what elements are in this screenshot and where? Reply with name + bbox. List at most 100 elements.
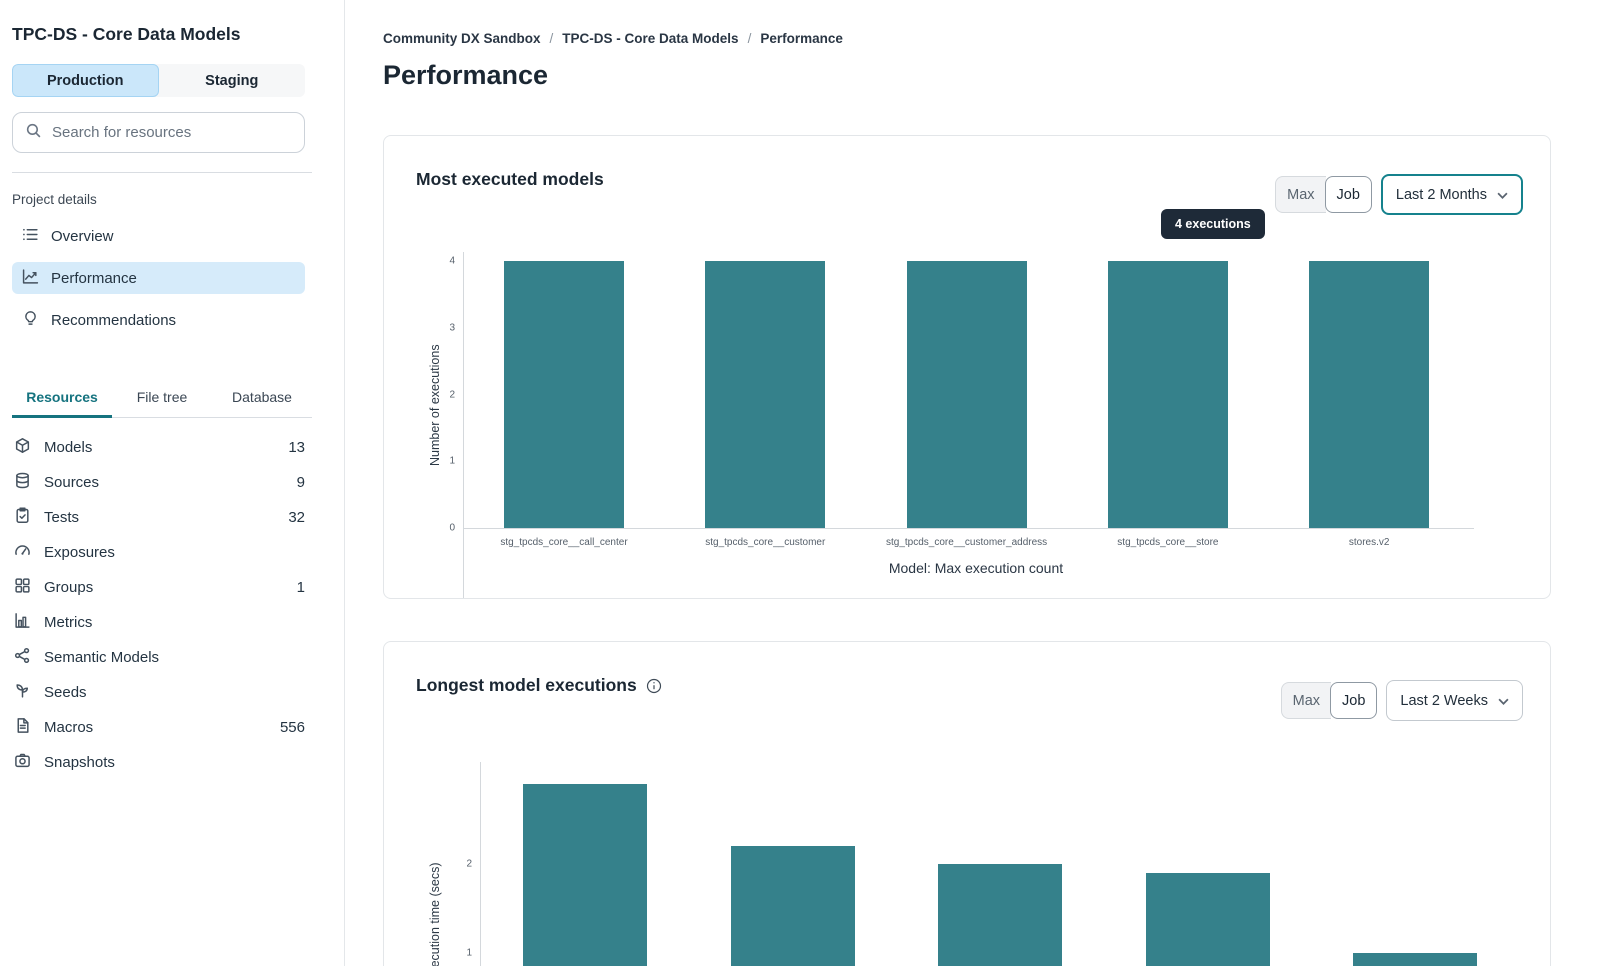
project-title: TPC-DS - Core Data Models <box>12 24 241 44</box>
y-tick-label: 4 <box>449 255 455 267</box>
breadcrumb-item[interactable]: TPC-DS - Core Data Models <box>562 31 739 46</box>
graph-icon <box>14 647 31 668</box>
job-toggle-button[interactable]: Job <box>1324 176 1372 213</box>
card-title: Most executed models <box>416 169 604 189</box>
x-tick-label: stg_tpcds_core__store <box>1117 537 1219 548</box>
resource-row-sources[interactable]: Sources 9 <box>12 465 305 500</box>
project-details-label: Project details <box>12 192 97 207</box>
resource-row-macros[interactable]: Macros 556 <box>12 710 305 745</box>
longest-model-executions-card: Longest model executions Max Job Last 2 W… <box>383 641 1551 966</box>
resource-tabs: Resources File tree Database <box>12 378 312 418</box>
bar <box>705 261 826 528</box>
breadcrumb-separator: / <box>747 31 752 46</box>
resource-list: Models 13 Sources 9 Tests 32 Exposures Groups 1 M… <box>12 430 305 780</box>
resource-row-semantic-models[interactable]: Semantic Models <box>12 640 305 675</box>
resource-row-snapshots[interactable]: Snapshots <box>12 745 305 780</box>
search-box[interactable] <box>12 112 305 153</box>
chevron-down-icon <box>1497 187 1508 203</box>
resource-count: 13 <box>288 439 305 456</box>
chart-controls: Max Job Last 2 Weeks <box>1280 680 1523 721</box>
resource-count: 556 <box>279 719 305 736</box>
max-toggle-button[interactable]: Max <box>1280 682 1332 719</box>
x-tick-label: stg_tpcds_core__customer <box>705 537 826 548</box>
job-toggle-button[interactable]: Job <box>1330 682 1378 719</box>
most-executed-models-card: Most executed models Max Job Last 2 Month… <box>383 135 1551 599</box>
y-tick-label: 2 <box>466 858 472 870</box>
sidebar: TPC-DS - Core Data Models Production Stag… <box>0 0 345 966</box>
sidebar-item-overview[interactable]: Overview <box>12 220 305 252</box>
y-axis-title: Execution time (secs) <box>428 862 442 966</box>
breadcrumb-item: Performance <box>760 31 843 46</box>
bar <box>1145 872 1270 966</box>
grid-icon <box>14 577 31 598</box>
search-icon <box>25 122 42 144</box>
bar-tooltip: 4 executions <box>1161 209 1265 239</box>
max-toggle-button[interactable]: Max <box>1275 176 1326 213</box>
project-nav: Overview Performance Recommendations <box>12 220 305 346</box>
bar <box>1309 261 1430 528</box>
x-tick-label: stores.v2 <box>1348 537 1390 548</box>
card-title: Longest model executions <box>416 675 662 696</box>
environment-toggle: Production Staging <box>12 64 305 97</box>
breadcrumb-separator: / <box>549 31 554 46</box>
resource-row-groups[interactable]: Groups 1 <box>12 570 305 605</box>
list-icon <box>22 226 39 247</box>
y-axis-title: Number of executions <box>428 344 442 466</box>
main-content: Community DX Sandbox / TPC-DS - Core Data … <box>345 0 1621 966</box>
camera-icon <box>14 752 31 773</box>
y-tick-label: 0 <box>449 522 455 534</box>
page-title: Performance <box>383 60 549 90</box>
y-tick-label: 2 <box>449 389 455 400</box>
bar <box>1107 261 1228 528</box>
chevron-down-icon <box>1498 693 1509 709</box>
chart-line-icon <box>22 268 39 289</box>
resource-row-models[interactable]: Models 13 <box>12 430 305 465</box>
gauge-icon <box>14 542 31 563</box>
file-icon <box>14 717 31 738</box>
y-axis-line <box>463 252 464 598</box>
tab-resources[interactable]: Resources <box>12 378 112 418</box>
clipboard-check-icon <box>14 507 31 528</box>
lightbulb-icon <box>22 310 39 331</box>
sidebar-item-recommendations[interactable]: Recommendations <box>12 304 305 336</box>
resource-row-exposures[interactable]: Exposures <box>12 535 305 570</box>
bar <box>730 846 855 966</box>
bar <box>906 261 1027 528</box>
time-range-dropdown[interactable]: Last 2 Weeks <box>1386 680 1523 721</box>
bar <box>523 783 647 966</box>
tab-file-tree[interactable]: File tree <box>136 388 188 405</box>
sidebar-divider <box>12 172 312 173</box>
breadcrumb-item[interactable]: Community DX Sandbox <box>383 31 541 46</box>
seedling-icon <box>14 682 31 703</box>
cube-icon <box>14 437 31 458</box>
tab-database[interactable]: Database <box>232 388 292 405</box>
resource-row-tests[interactable]: Tests 32 <box>12 500 305 535</box>
search-input[interactable] <box>52 124 292 141</box>
sidebar-item-performance[interactable]: Performance <box>12 262 305 294</box>
database-icon <box>14 472 31 493</box>
breadcrumb: Community DX Sandbox / TPC-DS - Core Data … <box>383 31 843 46</box>
x-axis-line <box>463 528 1474 529</box>
resource-row-seeds[interactable]: Seeds <box>12 675 305 710</box>
resource-row-metrics[interactable]: Metrics <box>12 605 305 640</box>
y-tick-label: 1 <box>466 947 472 959</box>
resource-count: 32 <box>288 509 305 526</box>
info-icon[interactable] <box>646 678 662 694</box>
x-tick-label: stg_tpcds_core__call_center <box>500 537 628 548</box>
bar-chart-icon <box>14 612 31 633</box>
env-tab-staging[interactable]: Staging <box>205 72 259 89</box>
y-tick-label: 1 <box>449 455 455 467</box>
time-range-dropdown[interactable]: Last 2 Months <box>1380 174 1523 215</box>
y-axis-line <box>480 762 481 966</box>
env-tab-production[interactable]: Production <box>12 64 159 97</box>
max-job-toggle: Max Job <box>1275 176 1372 213</box>
x-tick-label: stg_tpcds_core__customer_address <box>885 537 1048 548</box>
resource-count: 9 <box>296 474 305 491</box>
chart-controls: Max Job Last 2 Months <box>1275 174 1523 215</box>
bar <box>504 261 624 528</box>
x-axis-title: Model: Max execution count <box>888 560 1064 576</box>
y-tick-label: 3 <box>449 322 455 334</box>
bar <box>1353 953 1477 966</box>
bar <box>938 864 1062 966</box>
